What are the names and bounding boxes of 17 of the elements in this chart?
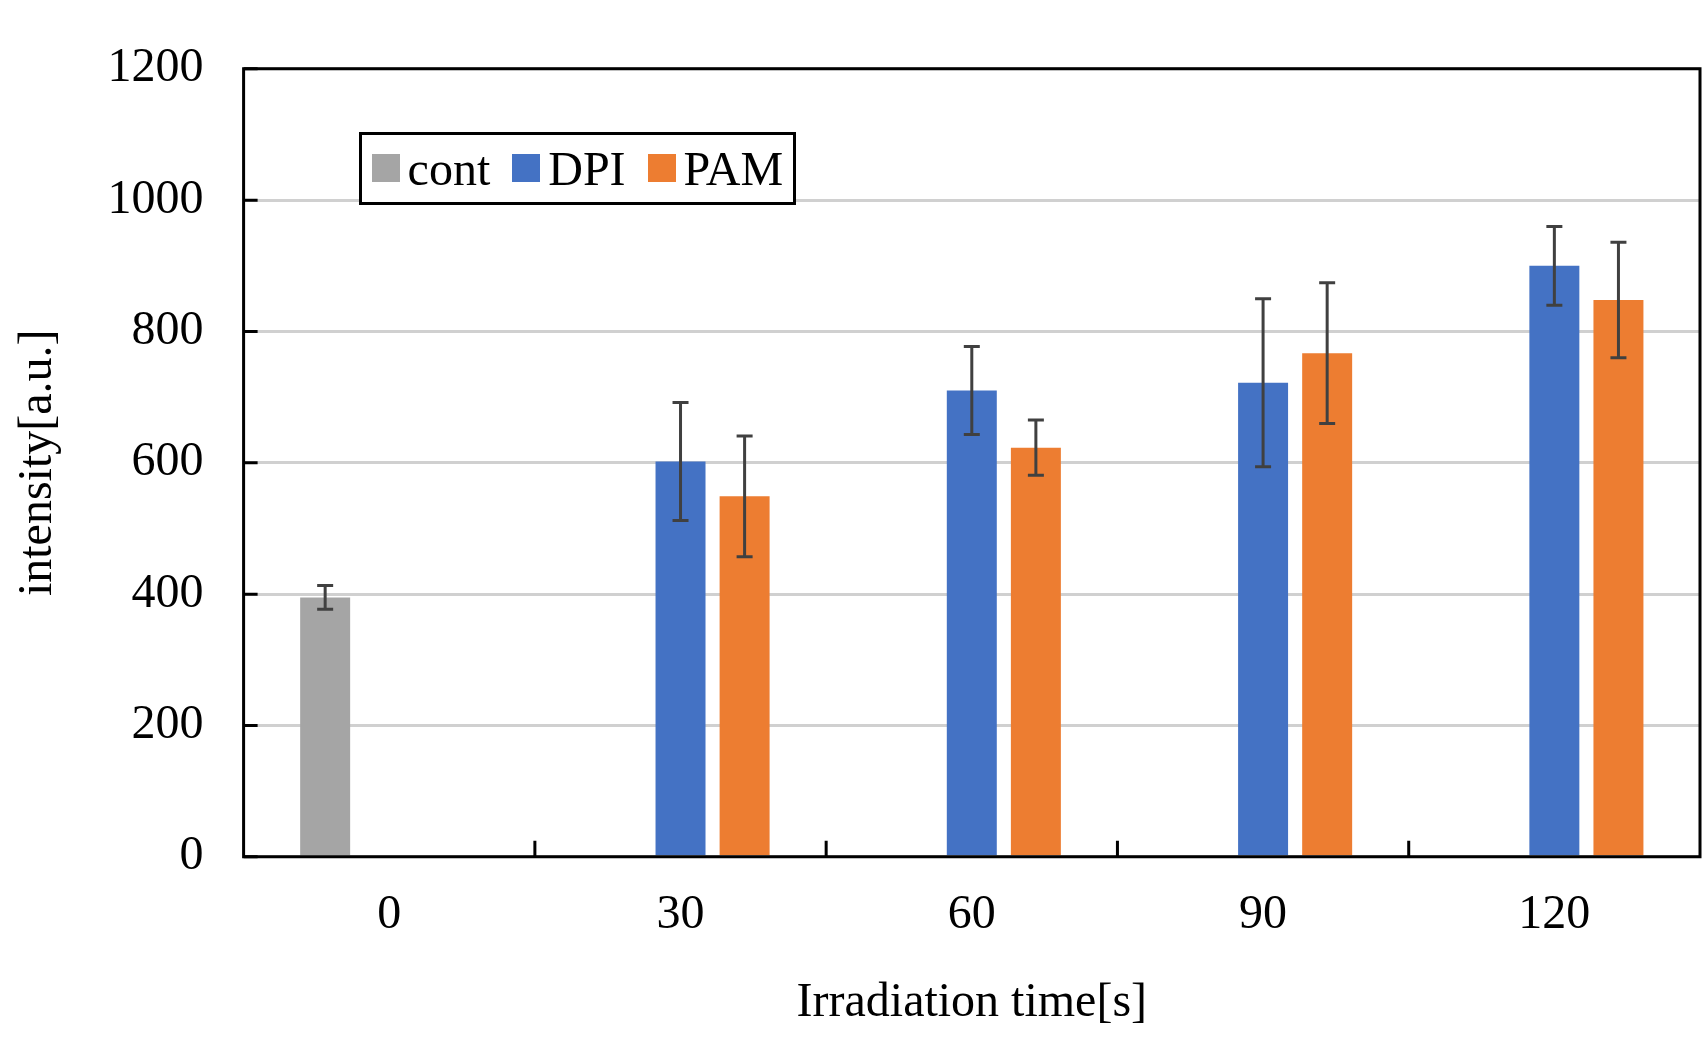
legend-label: cont xyxy=(407,140,491,196)
y-tick-label: 0 xyxy=(179,826,204,880)
legend-label: PAM xyxy=(683,140,784,196)
y-axis-title: intensity[a.u.] xyxy=(8,329,62,597)
legend-label: DPI xyxy=(548,140,626,196)
x-tick-label: 0 xyxy=(377,885,402,939)
x-tick-label: 120 xyxy=(1518,885,1591,939)
x-tick-label: 90 xyxy=(1239,885,1288,939)
y-tick-label: 800 xyxy=(131,301,204,355)
y-tick-label: 1200 xyxy=(107,38,204,92)
y-tick-label: 200 xyxy=(131,695,204,749)
y-tick-label: 600 xyxy=(131,432,204,486)
y-tick-label: 1000 xyxy=(107,169,204,223)
x-tick-label: 60 xyxy=(947,885,996,939)
x-tick-label: 30 xyxy=(656,885,705,939)
y-tick-label: 400 xyxy=(131,563,204,617)
x-axis-title: Irradiation time[s] xyxy=(796,972,1148,1026)
